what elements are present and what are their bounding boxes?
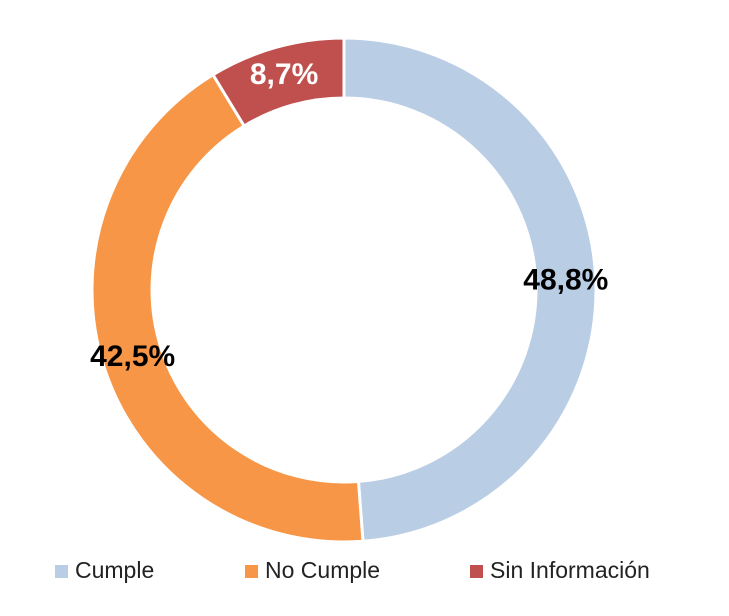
value-label: 42,5% xyxy=(90,340,175,373)
legend-swatch xyxy=(470,565,483,578)
value-label: 48,8% xyxy=(523,264,608,297)
donut-segment xyxy=(90,72,365,544)
legend-swatch xyxy=(245,565,258,578)
donut-segment xyxy=(342,36,598,543)
legend-label: No Cumple xyxy=(265,557,380,583)
legend-label: Sin Información xyxy=(490,557,650,583)
legend-swatch xyxy=(55,565,68,578)
legend-label: Cumple xyxy=(75,557,154,583)
value-label: 8,7% xyxy=(250,58,318,91)
donut-segment xyxy=(210,36,346,129)
